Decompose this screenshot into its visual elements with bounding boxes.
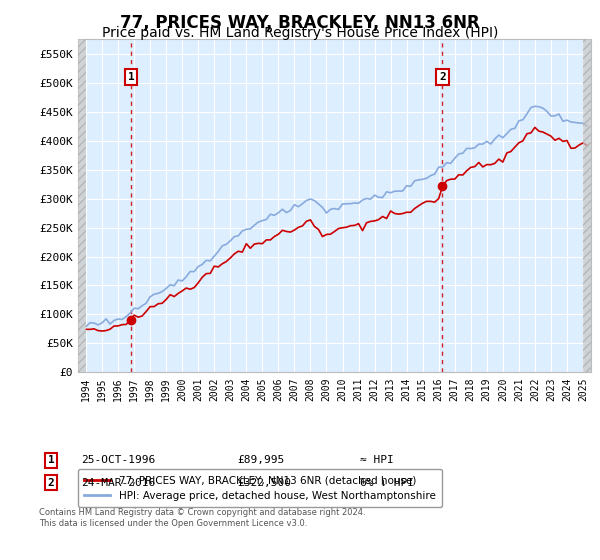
Text: 25-OCT-1996: 25-OCT-1996 bbox=[81, 455, 155, 465]
Text: 1: 1 bbox=[128, 72, 134, 82]
Text: 2: 2 bbox=[439, 72, 446, 82]
Text: ≈ HPI: ≈ HPI bbox=[360, 455, 394, 465]
Text: 1: 1 bbox=[47, 455, 55, 465]
Text: £322,500: £322,500 bbox=[237, 478, 291, 488]
Text: Price paid vs. HM Land Registry's House Price Index (HPI): Price paid vs. HM Land Registry's House … bbox=[102, 26, 498, 40]
Text: £89,995: £89,995 bbox=[237, 455, 284, 465]
Text: 77, PRICES WAY, BRACKLEY, NN13 6NR: 77, PRICES WAY, BRACKLEY, NN13 6NR bbox=[120, 14, 480, 32]
Legend: 77, PRICES WAY, BRACKLEY, NN13 6NR (detached house), HPI: Average price, detache: 77, PRICES WAY, BRACKLEY, NN13 6NR (deta… bbox=[78, 469, 442, 507]
Bar bbox=[583, 39, 591, 372]
Text: 24-MAR-2016: 24-MAR-2016 bbox=[81, 478, 155, 488]
Text: Contains HM Land Registry data © Crown copyright and database right 2024.
This d: Contains HM Land Registry data © Crown c… bbox=[39, 508, 365, 528]
Text: 6% ↓ HPI: 6% ↓ HPI bbox=[360, 478, 414, 488]
Text: 2: 2 bbox=[47, 478, 55, 488]
Bar bbox=[78, 39, 86, 372]
